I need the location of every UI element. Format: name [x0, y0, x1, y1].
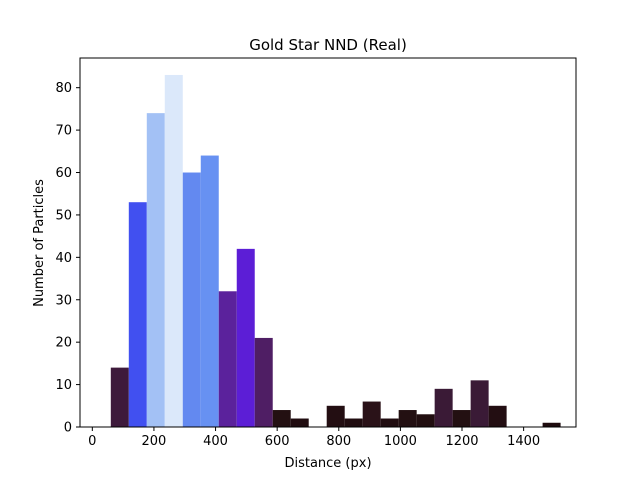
x-axis-ticks: 0 200 400 600 800 1000 1200 1400	[88, 427, 540, 449]
y-tick-label: 30	[55, 293, 72, 308]
x-tick-label: 1000	[384, 434, 417, 449]
y-axis-label: Number of Particles	[32, 179, 47, 307]
x-tick-label: 400	[203, 434, 228, 449]
y-tick-label: 70	[55, 124, 72, 139]
y-axis-ticks: 0 10 20 30 40 50 60 70 80	[55, 81, 80, 436]
histogram-bar	[218, 291, 237, 427]
histogram-bar	[434, 388, 453, 427]
histogram-bar	[164, 74, 183, 427]
histogram-bar	[200, 155, 219, 427]
histogram-bar	[290, 418, 309, 427]
y-tick-label: 20	[55, 336, 72, 351]
histogram-bar	[110, 367, 129, 427]
histogram-bar	[272, 410, 291, 427]
histogram-bar	[326, 405, 345, 427]
x-tick-label: 600	[265, 434, 290, 449]
histogram-bar	[452, 410, 471, 427]
y-tick-label: 50	[55, 208, 72, 223]
histogram-bar	[380, 418, 399, 427]
histogram-bar	[236, 248, 255, 427]
x-tick-label: 800	[326, 434, 351, 449]
y-tick-label: 0	[64, 421, 72, 436]
bars-group	[110, 74, 561, 427]
histogram-bar	[128, 202, 147, 427]
histogram-bar	[344, 418, 363, 427]
histogram-bar	[488, 405, 507, 427]
x-tick-label: 0	[88, 434, 96, 449]
histogram-bar	[254, 337, 273, 427]
histogram-bar	[146, 113, 165, 427]
histogram-bar	[416, 414, 435, 427]
histogram-bar	[398, 410, 417, 427]
x-tick-label: 200	[142, 434, 167, 449]
y-tick-label: 10	[55, 378, 72, 393]
y-tick-label: 40	[55, 251, 72, 266]
chart-title: Gold Star NND (Real)	[249, 36, 407, 54]
x-tick-label: 1200	[445, 434, 478, 449]
plot-frame	[79, 57, 577, 428]
histogram-bar	[182, 172, 201, 427]
histogram-bar	[470, 380, 489, 427]
histogram-bar	[362, 401, 381, 427]
y-tick-label: 60	[55, 166, 72, 181]
y-tick-label: 80	[55, 81, 72, 96]
x-tick-label: 1400	[507, 434, 540, 449]
x-axis-label: Distance (px)	[284, 456, 371, 471]
histogram-bar	[542, 422, 561, 427]
